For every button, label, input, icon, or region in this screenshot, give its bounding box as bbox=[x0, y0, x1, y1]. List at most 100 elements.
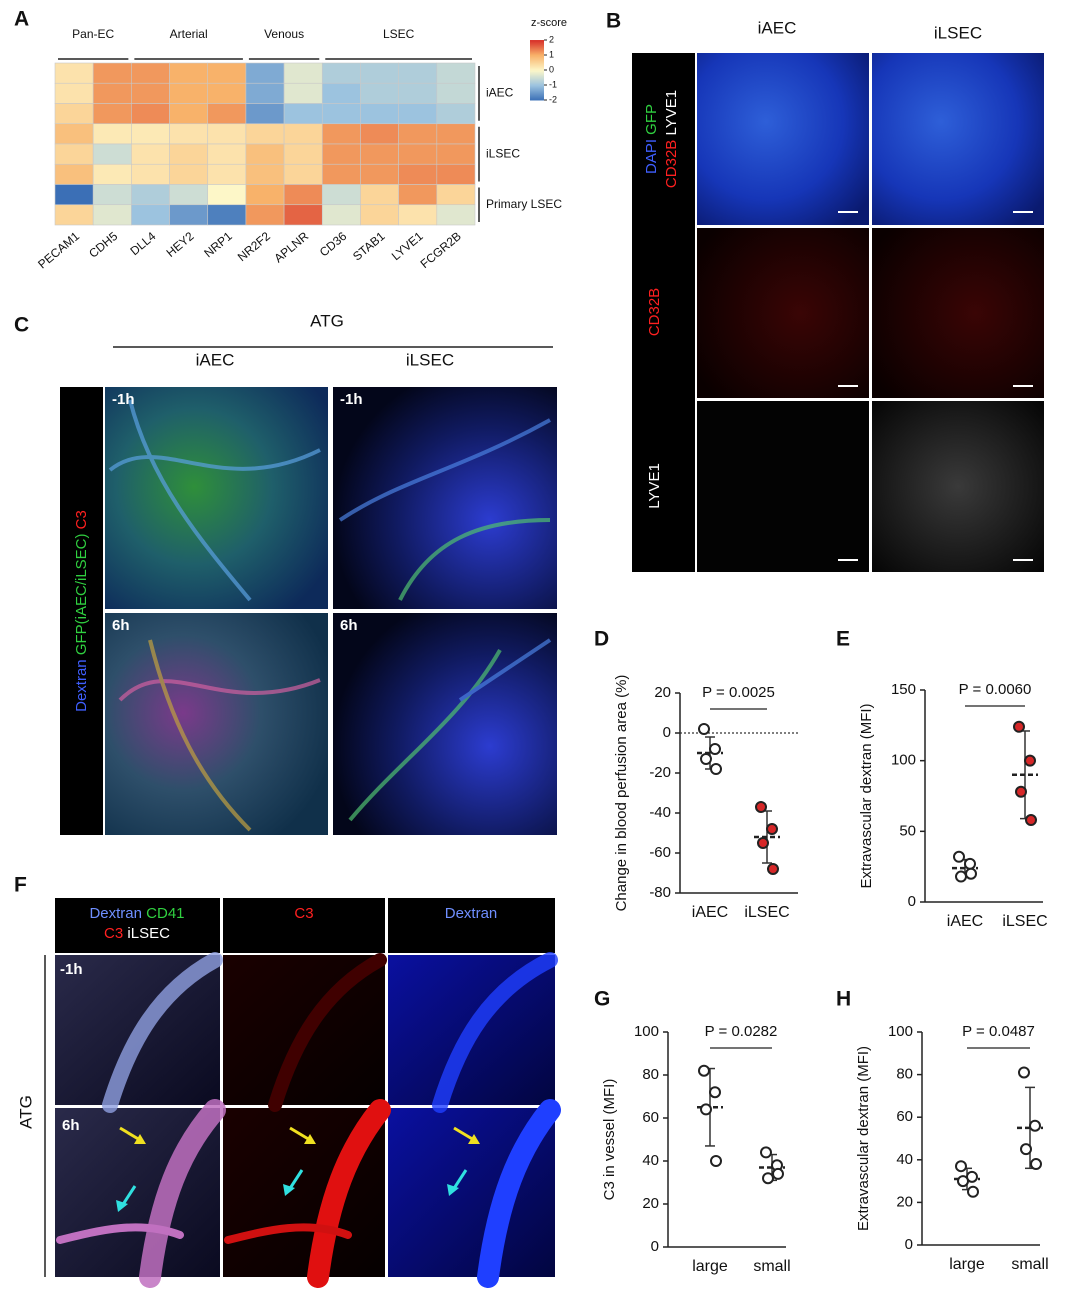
panel-label: F bbox=[14, 874, 27, 897]
data-point bbox=[757, 837, 769, 849]
heatmap-cell bbox=[54, 82, 94, 104]
stain: GFP(iAEC/iLSEC) bbox=[73, 533, 90, 655]
heatmap-cell bbox=[245, 143, 285, 165]
colorbar-step bbox=[530, 78, 544, 81]
colorbar-step bbox=[530, 66, 544, 69]
colorbar-step bbox=[530, 70, 544, 73]
p-value: P = 0.0487 bbox=[962, 1023, 1035, 1040]
y-tick-label: -60 bbox=[649, 844, 671, 861]
heatmap-cell bbox=[283, 103, 323, 125]
colorbar-step bbox=[530, 72, 544, 75]
colorbar-tick-label: 0 bbox=[549, 64, 554, 74]
row-group: iLSEC bbox=[486, 146, 520, 160]
data-point bbox=[700, 753, 712, 765]
heatmap-cell bbox=[54, 123, 94, 145]
heatmap-cell bbox=[245, 62, 285, 84]
heatmap-cell bbox=[436, 82, 476, 104]
heatmap-cell bbox=[436, 62, 476, 84]
y-tick-label: 60 bbox=[896, 1108, 913, 1125]
y-tick-label: 60 bbox=[642, 1109, 659, 1126]
stain: CD41 bbox=[146, 905, 184, 922]
column-label: CD36 bbox=[317, 229, 350, 260]
colorbar-step bbox=[530, 88, 544, 91]
y-tick-label: 150 bbox=[891, 681, 916, 698]
heatmap-cell bbox=[245, 82, 285, 104]
column-group: Arterial bbox=[170, 27, 208, 41]
scale-bars bbox=[838, 211, 1033, 561]
colorbar-step bbox=[530, 64, 544, 67]
x-tick-label: small bbox=[753, 1258, 790, 1275]
stain: Dextran bbox=[89, 905, 142, 922]
y-tick-label: 0 bbox=[908, 893, 916, 910]
y-tick-label: 100 bbox=[634, 1023, 659, 1040]
heatmap-cell bbox=[283, 82, 323, 104]
colorbar-step bbox=[530, 40, 544, 43]
heatmap-cell bbox=[54, 163, 94, 185]
colorbar-step bbox=[530, 50, 544, 53]
data-point bbox=[1020, 1143, 1032, 1156]
vessel-sketch bbox=[108, 399, 552, 832]
colorbar-step bbox=[530, 46, 544, 49]
panel-label: H bbox=[836, 988, 851, 1011]
heatmap-cell bbox=[321, 163, 361, 185]
header-strip bbox=[388, 898, 555, 953]
data-point bbox=[700, 1103, 712, 1116]
colorbar-title: z-score bbox=[531, 17, 567, 29]
heatmap-cell bbox=[283, 62, 323, 84]
heatmap-cell bbox=[131, 82, 170, 104]
data-point bbox=[709, 1086, 721, 1099]
heatmap-cell bbox=[321, 62, 361, 84]
colorbar-step bbox=[530, 96, 544, 99]
heatmap-cell bbox=[436, 143, 476, 165]
data-point bbox=[1030, 1158, 1042, 1171]
heatmap-cell bbox=[207, 103, 247, 125]
stain-label: Dextran GFP(iAEC/iLSEC) C3 bbox=[73, 510, 90, 712]
stain-label: C3 iLSEC bbox=[104, 925, 170, 942]
group-title: ATG bbox=[16, 1095, 35, 1129]
heatmap-cell bbox=[92, 163, 132, 185]
data-point bbox=[710, 763, 722, 775]
y-tick-label: 100 bbox=[891, 752, 916, 769]
y-tick-label: 80 bbox=[642, 1066, 659, 1083]
micrograph bbox=[872, 401, 1044, 572]
stain-label: DAPI GFP bbox=[643, 104, 660, 174]
x-tick-label: iLSEC bbox=[744, 904, 789, 921]
colorbar-step bbox=[530, 92, 544, 95]
panel-label: B bbox=[606, 10, 621, 33]
colorbar-step bbox=[530, 52, 544, 55]
heatmap-cell bbox=[169, 62, 209, 84]
timepoint: 6h bbox=[112, 617, 130, 634]
micrograph bbox=[872, 53, 1044, 225]
column-label: PECAM1 bbox=[35, 229, 82, 272]
heatmap-cell bbox=[360, 103, 399, 125]
data-point bbox=[953, 850, 965, 863]
column-title: iAEC bbox=[758, 18, 797, 37]
column-label: DLL4 bbox=[127, 229, 158, 258]
colorbar-step bbox=[530, 44, 544, 47]
column-group: Pan-EC bbox=[72, 27, 114, 41]
column-group: Venous bbox=[264, 27, 304, 41]
stain-label: Dextran bbox=[445, 905, 498, 922]
data-point bbox=[709, 743, 721, 755]
heatmap-cell bbox=[321, 82, 361, 104]
micrograph bbox=[105, 387, 328, 609]
y-tick-label: 20 bbox=[896, 1193, 913, 1210]
colorbar-tick-label: -1 bbox=[549, 79, 557, 89]
colorbar-step bbox=[530, 90, 544, 93]
stain: LYVE1 bbox=[663, 90, 680, 136]
heatmap-cell bbox=[398, 62, 438, 84]
heatmap-cell bbox=[436, 184, 476, 206]
heatmap-cell bbox=[207, 82, 247, 104]
heatmap-cell bbox=[398, 123, 438, 145]
column-label: NRP1 bbox=[201, 229, 235, 261]
y-tick-label: 80 bbox=[896, 1066, 913, 1083]
y-axis-label: C3 in vessel (MFI) bbox=[601, 1079, 618, 1201]
heatmap-cell bbox=[360, 82, 399, 104]
stain: C3 bbox=[104, 925, 123, 942]
column-label: CDH5 bbox=[86, 229, 120, 261]
column-group: LSEC bbox=[383, 27, 415, 41]
stain-label: LYVE1 bbox=[646, 463, 663, 509]
micrograph bbox=[697, 53, 869, 225]
heatmap-cell bbox=[360, 62, 399, 84]
y-tick-label: 0 bbox=[663, 724, 671, 741]
